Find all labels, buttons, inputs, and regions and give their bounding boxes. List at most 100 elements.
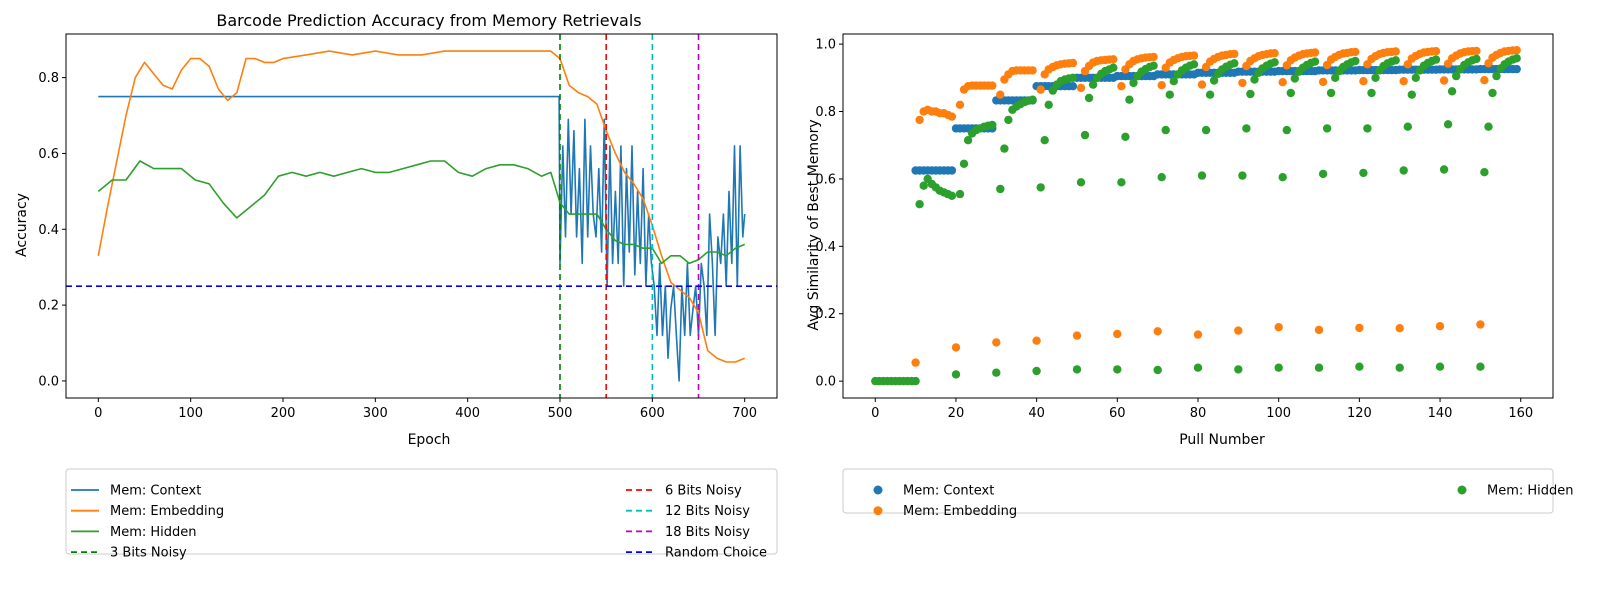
point-mem-embedding	[1230, 49, 1239, 59]
series-line-mem-hidden	[97, 160, 746, 265]
point-mem-embedding	[1318, 77, 1328, 87]
point-mem-embedding	[1431, 47, 1441, 56]
point-mem-hidden	[1169, 77, 1179, 86]
point-mem-hidden	[1072, 365, 1082, 374]
similarity-y-tick-label: 0.6	[815, 172, 836, 187]
accuracy-y-axis-label: Accuracy	[14, 193, 30, 257]
point-mem-embedding	[1278, 78, 1287, 87]
point-mem-hidden	[1040, 136, 1049, 145]
similarity-y-axis-label: Avg Similarity of Best Memory	[806, 119, 822, 330]
point-mem-hidden	[1201, 125, 1211, 135]
series-line-mem-embedding	[97, 50, 746, 363]
accuracy-x-axis-label: Epoch	[408, 432, 451, 448]
point-mem-hidden	[1270, 58, 1279, 67]
point-mem-hidden	[1000, 144, 1009, 153]
similarity-x-tick-label: 100	[1266, 406, 1291, 421]
similarity-x-tick-label: 120	[1347, 406, 1372, 421]
point-mem-hidden	[963, 136, 973, 145]
point-mem-hidden	[1403, 122, 1413, 131]
accuracy-x-tick-label: 400	[455, 406, 480, 421]
point-mem-hidden	[1363, 124, 1372, 133]
point-mem-hidden	[915, 200, 924, 209]
legend-label-mem-hidden: Mem: Hidden	[110, 525, 197, 540]
point-mem-embedding	[1028, 66, 1037, 75]
point-mem-hidden	[1242, 124, 1251, 133]
accuracy-axes-frame	[65, 33, 778, 399]
point-mem-hidden	[1068, 73, 1078, 83]
point-mem-embedding	[915, 115, 924, 125]
point-mem-context	[947, 166, 957, 175]
point-mem-hidden	[1113, 365, 1122, 374]
point-mem-hidden	[1028, 95, 1037, 104]
similarity-x-tick-label: 80	[1190, 406, 1207, 421]
point-mem-hidden	[1391, 56, 1400, 65]
point-mem-hidden	[1193, 363, 1203, 372]
accuracy-y-tick-label: 0.8	[38, 71, 59, 86]
point-mem-hidden	[1044, 100, 1053, 110]
point-mem-hidden	[947, 191, 957, 200]
similarity-legend-box	[842, 468, 1554, 514]
legend-label-mem-embedding: Mem: Embedding	[110, 504, 224, 519]
legend-label-6-bits-noisy: 6 Bits Noisy	[665, 484, 742, 499]
series-line-mem-context	[98, 95, 746, 382]
point-mem-hidden	[1246, 89, 1255, 99]
legend-label-mem-context: Mem: Context	[110, 484, 201, 499]
point-mem-embedding	[996, 90, 1005, 99]
point-mem-embedding	[1153, 327, 1162, 336]
point-mem-embedding	[1399, 77, 1408, 86]
point-mem-embedding	[1310, 48, 1320, 57]
point-mem-hidden	[1310, 57, 1320, 66]
point-mem-embedding	[1076, 83, 1086, 93]
point-mem-embedding	[1359, 77, 1368, 86]
point-mem-hidden	[1278, 173, 1287, 182]
point-mem-hidden	[1431, 55, 1441, 64]
point-mem-hidden	[1443, 120, 1453, 129]
point-mem-hidden	[1452, 71, 1461, 81]
point-mem-hidden	[1395, 363, 1404, 372]
point-mem-hidden	[1351, 56, 1360, 66]
point-mem-embedding	[992, 338, 1001, 347]
point-mem-embedding	[1117, 82, 1126, 91]
point-mem-embedding	[947, 112, 957, 121]
point-mem-embedding	[1351, 47, 1360, 57]
accuracy-plot-area	[66, 34, 777, 398]
legend-label-18-bits-noisy: 18 Bits Noisy	[665, 525, 750, 540]
point-mem-hidden	[1326, 88, 1336, 98]
point-mem-embedding	[1072, 331, 1082, 340]
accuracy-y-tick-label: 0.2	[38, 299, 59, 314]
point-mem-hidden	[1161, 125, 1170, 135]
point-mem-hidden	[955, 189, 965, 199]
point-mem-hidden	[1149, 61, 1158, 70]
point-mem-embedding	[988, 81, 997, 90]
accuracy-chart: Barcode Prediction Accuracy from Memory …	[14, 11, 778, 448]
point-mem-hidden	[1367, 88, 1376, 98]
point-mem-embedding	[1435, 322, 1445, 331]
point-mem-hidden	[919, 181, 928, 190]
point-mem-embedding	[951, 343, 961, 352]
legend-label-random-choice: Random Choice	[665, 546, 767, 561]
accuracy-x-tick-label: 300	[363, 406, 388, 421]
similarity-x-tick-label: 20	[948, 406, 965, 421]
point-mem-hidden	[1004, 115, 1013, 125]
point-mem-embedding	[1391, 47, 1400, 56]
point-mem-hidden	[1407, 90, 1417, 99]
point-mem-embedding	[1314, 325, 1324, 335]
accuracy-chart-title: Barcode Prediction Accuracy from Memory …	[216, 11, 641, 30]
point-mem-hidden	[1250, 75, 1259, 84]
point-mem-hidden	[1036, 183, 1045, 192]
similarity-chart: Pull Number Avg Similarity of Best Memor…	[806, 33, 1554, 448]
point-mem-hidden	[1371, 73, 1380, 83]
point-mem-hidden	[1331, 73, 1340, 83]
point-mem-hidden	[1322, 124, 1332, 133]
point-mem-hidden	[1274, 363, 1283, 372]
accuracy-y-tick-label: 0.4	[38, 223, 59, 238]
point-mem-embedding	[1032, 336, 1041, 345]
point-mem-embedding	[1238, 78, 1247, 88]
point-mem-embedding	[1193, 330, 1203, 339]
similarity-x-tick-label: 140	[1428, 406, 1453, 421]
similarity-plot-area	[871, 46, 1521, 386]
similarity-legend: Mem: Context Mem: Embedding Mem: Hidden	[842, 468, 1574, 519]
point-mem-hidden	[951, 370, 961, 379]
